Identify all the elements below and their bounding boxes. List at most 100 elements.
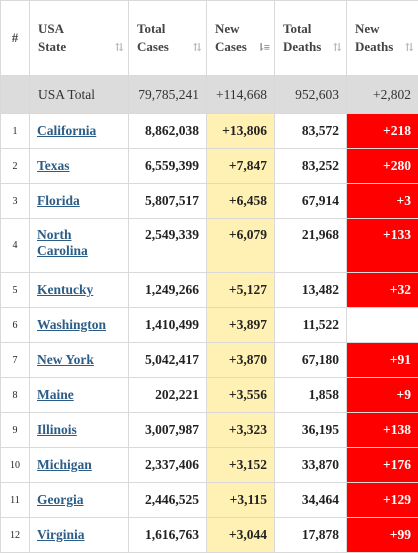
state-cell: Texas (29, 148, 129, 184)
row-index: 11 (0, 482, 30, 518)
row-index: 3 (0, 183, 30, 219)
new-cases-cell: +5,127 (206, 272, 275, 308)
state-link[interactable]: Washington (37, 317, 106, 332)
new-deaths-cell: +9 (346, 377, 418, 413)
total-cases-cell: 6,559,399 (128, 148, 207, 184)
table-row: 12 Virginia 1,616,763 +3,044 17,878 +99 (0, 517, 418, 553)
state-link[interactable]: Illinois (37, 422, 77, 437)
table-row: 9 Illinois 3,007,987 +3,323 36,195 +138 (0, 412, 418, 448)
total-cases-cell: 5,807,517 (128, 183, 207, 219)
state-column-header[interactable]: USA State ⇅ (29, 0, 129, 76)
state-link[interactable]: Kentucky (37, 282, 93, 297)
new-cases-cell: +3,115 (206, 482, 275, 518)
state-header-line1: USA (38, 21, 65, 36)
total-deaths-header-line1: Total (283, 21, 312, 36)
total-deaths-cell: 36,195 (274, 412, 347, 448)
row-index: 2 (0, 148, 30, 184)
new-cases-cell: +3,044 (206, 517, 275, 553)
row-index: 7 (0, 342, 30, 378)
total-label: USA Total (29, 75, 129, 114)
table-row: 3 Florida 5,807,517 +6,458 67,914 +3 (0, 183, 418, 219)
total-deaths-cell: 83,252 (274, 148, 347, 184)
total-cases-cell: 3,007,987 (128, 412, 207, 448)
state-link[interactable]: Georgia (37, 492, 84, 507)
new-deaths-cell: +99 (346, 517, 418, 553)
table-row: 8 Maine 202,221 +3,556 1,858 +9 (0, 377, 418, 413)
new-cases-column-header[interactable]: New Cases ⇂≡ (206, 0, 275, 76)
state-cell: Kentucky (29, 272, 129, 308)
index-column-header: # (0, 0, 30, 76)
new-deaths-cell: +280 (346, 148, 418, 184)
state-link[interactable]: Michigan (37, 457, 92, 472)
usa-total-row: USA Total 79,785,241 +114,668 952,603 +2… (0, 75, 418, 114)
state-cell: New York (29, 342, 129, 378)
total-cases-column-header[interactable]: Total Cases ⇅ (128, 0, 207, 76)
sort-descending-icon[interactable]: ⇂≡ (256, 42, 270, 54)
state-cell: North Carolina (29, 218, 129, 273)
new-cases-cell: +3,870 (206, 342, 275, 378)
state-link[interactable]: Maine (37, 387, 74, 402)
total-deaths-cell: 83,572 (274, 113, 347, 149)
index-header-label: # (11, 30, 19, 45)
state-name-line1: Texas (37, 158, 70, 173)
state-link[interactable]: New York (37, 352, 94, 367)
sort-icon[interactable]: ⇅ (332, 42, 342, 54)
row-index: 4 (0, 218, 30, 273)
state-name-line1: California (37, 123, 97, 138)
total-cases-cell: 1,249,266 (128, 272, 207, 308)
row-index: 10 (0, 447, 30, 483)
total-deaths-cell: 17,878 (274, 517, 347, 553)
header-row: # USA State ⇅ Total Cases ⇅ (0, 0, 418, 76)
sort-icon[interactable]: ⇅ (192, 42, 202, 54)
table-row: 7 New York 5,042,417 +3,870 67,180 +91 (0, 342, 418, 378)
state-name-line1: North (37, 227, 72, 242)
total-cases-value: 79,785,241 (128, 75, 207, 114)
state-link[interactable]: California (37, 123, 96, 138)
new-deaths-column-header[interactable]: New Deaths ⇅ (346, 0, 418, 76)
total-deaths-cell: 13,482 (274, 272, 347, 308)
state-cell: Virginia (29, 517, 129, 553)
row-index: 1 (0, 113, 30, 149)
new-deaths-header-line1: New (355, 21, 380, 36)
new-cases-header-line2: Cases (215, 39, 247, 54)
new-deaths-cell: +176 (346, 447, 418, 483)
total-deaths-column-header[interactable]: Total Deaths ⇅ (274, 0, 347, 76)
new-deaths-cell: +3 (346, 183, 418, 219)
sort-icon[interactable]: ⇅ (114, 42, 124, 54)
total-cases-cell: 202,221 (128, 377, 207, 413)
row-index: 9 (0, 412, 30, 448)
state-name-line1: Maine (37, 387, 74, 402)
state-cell: Washington (29, 307, 129, 343)
total-deaths-cell: 1,858 (274, 377, 347, 413)
new-cases-header-line1: New (215, 21, 240, 36)
table-row: 6 Washington 1,410,499 +3,897 11,522 (0, 307, 418, 343)
new-cases-cell: +3,897 (206, 307, 275, 343)
row-index: 5 (0, 272, 30, 308)
state-link[interactable]: Texas (37, 158, 70, 173)
total-deaths-cell: 33,870 (274, 447, 347, 483)
table-row: 5 Kentucky 1,249,266 +5,127 13,482 +32 (0, 272, 418, 308)
total-index-cell (0, 75, 30, 114)
state-name-line1: Georgia (37, 492, 84, 507)
state-link[interactable]: North Carolina (37, 227, 88, 258)
row-index: 12 (0, 517, 30, 553)
total-deaths-value: 952,603 (274, 75, 347, 114)
new-cases-cell: +3,323 (206, 412, 275, 448)
row-index: 8 (0, 377, 30, 413)
new-deaths-cell: +91 (346, 342, 418, 378)
state-link[interactable]: Florida (37, 193, 80, 208)
state-name-line1: Washington (37, 317, 107, 332)
state-name-line2: Carolina (37, 243, 88, 258)
new-cases-cell: +3,556 (206, 377, 275, 413)
table-row: 4 North Carolina 2,549,339 +6,079 21,968 +133 (0, 218, 418, 273)
table-row: 11 Georgia 2,446,525 +3,115 34,464 +129 (0, 482, 418, 518)
sort-icon[interactable]: ⇅ (404, 42, 414, 54)
state-cell: California (29, 113, 129, 149)
state-cell: Maine (29, 377, 129, 413)
total-deaths-header-line2: Deaths (283, 39, 322, 54)
new-deaths-cell: +129 (346, 482, 418, 518)
table-row: 2 Texas 6,559,399 +7,847 83,252 +280 (0, 148, 418, 184)
total-deaths-cell: 34,464 (274, 482, 347, 518)
state-link[interactable]: Virginia (37, 527, 85, 542)
total-deaths-cell: 67,180 (274, 342, 347, 378)
